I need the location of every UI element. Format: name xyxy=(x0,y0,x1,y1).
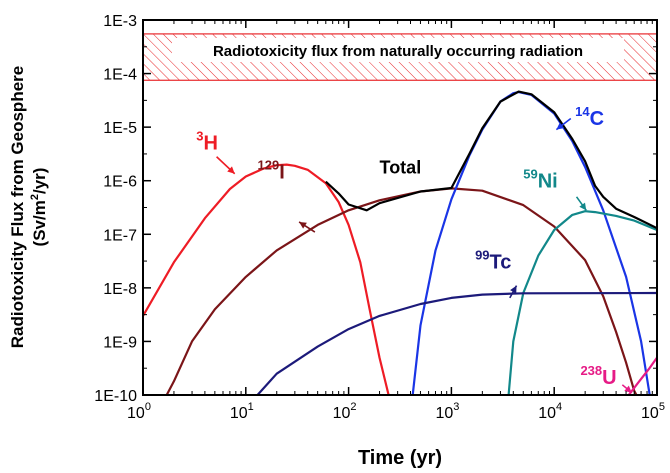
series-label-c14: 14C xyxy=(575,104,604,130)
y-axis-title-line2: (Sv/m2/yr) xyxy=(29,168,49,247)
label-arrows xyxy=(216,117,633,394)
series-label-symbol-i129: I xyxy=(279,161,285,183)
series-label-mass-i129: 129 xyxy=(258,157,280,172)
series-label-mass-h3: 3 xyxy=(196,129,203,144)
series-label-symbol-tc99: Tc xyxy=(490,251,512,273)
series-label-h3: 3H xyxy=(196,129,218,155)
series-line-u238 xyxy=(627,356,657,395)
series-label-u238: 238U xyxy=(580,363,616,389)
x-tick-label: 102 xyxy=(333,401,357,422)
series-label-symbol-u238: U xyxy=(602,367,616,389)
x-axis-title: Time (yr) xyxy=(358,447,442,469)
y-axis-title: Radiotoxicity Flux from Geosphere (Sv/m2… xyxy=(8,66,49,348)
series-label-total: Total xyxy=(380,158,422,178)
series-line-h3 xyxy=(143,163,390,395)
series-line-total xyxy=(325,90,657,230)
label-arrow-tc99 xyxy=(509,285,518,299)
x-axis-ticks: 100 101 102 103 104 105 xyxy=(127,20,665,422)
series-label-ni59: 59Ni xyxy=(523,166,557,192)
y-tick-label: 1E-9 xyxy=(103,334,137,351)
y-tick-label: 1E-8 xyxy=(103,281,137,298)
series-label-symbol-ni59: Ni xyxy=(538,170,558,192)
y-tick-label: 1E-10 xyxy=(94,388,137,405)
x-tick-label: 104 xyxy=(538,401,562,422)
series-lines xyxy=(143,90,657,395)
natural-radiation-band: Radiotoxicity flux from naturally occurr… xyxy=(142,33,658,81)
series-line-tc99 xyxy=(256,291,657,395)
y-axis-ticks: 1E-10 1E-9 1E-8 1E-7 1E-6 1E-5 1E-4 1E-3 xyxy=(94,13,657,405)
label-arrow-h3 xyxy=(216,156,236,175)
y-tick-label: 1E-6 xyxy=(103,174,137,191)
series-label-mass-tc99: 99 xyxy=(475,247,489,262)
y-tick-label: 1E-3 xyxy=(103,13,137,30)
y-tick-label: 1E-7 xyxy=(103,227,137,244)
series-label-symbol-c14: C xyxy=(590,108,604,130)
y-tick-label: 1E-4 xyxy=(103,67,137,84)
label-arrow-ni59 xyxy=(575,196,587,211)
y-tick-label: 1E-5 xyxy=(103,120,137,137)
series-label-mass-c14: 14 xyxy=(575,104,590,119)
x-tick-label: 105 xyxy=(641,401,665,422)
x-tick-label: 100 xyxy=(127,401,151,422)
y-axis-title-line1: Radiotoxicity Flux from Geosphere xyxy=(8,66,27,348)
label-arrow-c14 xyxy=(555,117,572,131)
label-arrow-u238 xyxy=(621,384,633,394)
natural-radiation-band-label: Radiotoxicity flux from naturally occurr… xyxy=(213,43,583,60)
series-label-mass-u238: 238 xyxy=(580,363,602,378)
series-line-c14 xyxy=(411,91,651,395)
x-tick-label: 103 xyxy=(435,401,459,422)
label-arrow-i129 xyxy=(298,221,316,233)
series-label-i129: 129I xyxy=(258,157,285,183)
series-labels: 3H 129I 14C 59Ni 99Tc 238U Total xyxy=(196,104,616,389)
x-tick-label: 101 xyxy=(230,401,254,422)
series-line-ni59 xyxy=(507,210,657,395)
series-label-mass-ni59: 59 xyxy=(523,166,537,181)
series-label-symbol-h3: H xyxy=(204,133,218,155)
series-label-tc99: 99Tc xyxy=(475,247,511,273)
